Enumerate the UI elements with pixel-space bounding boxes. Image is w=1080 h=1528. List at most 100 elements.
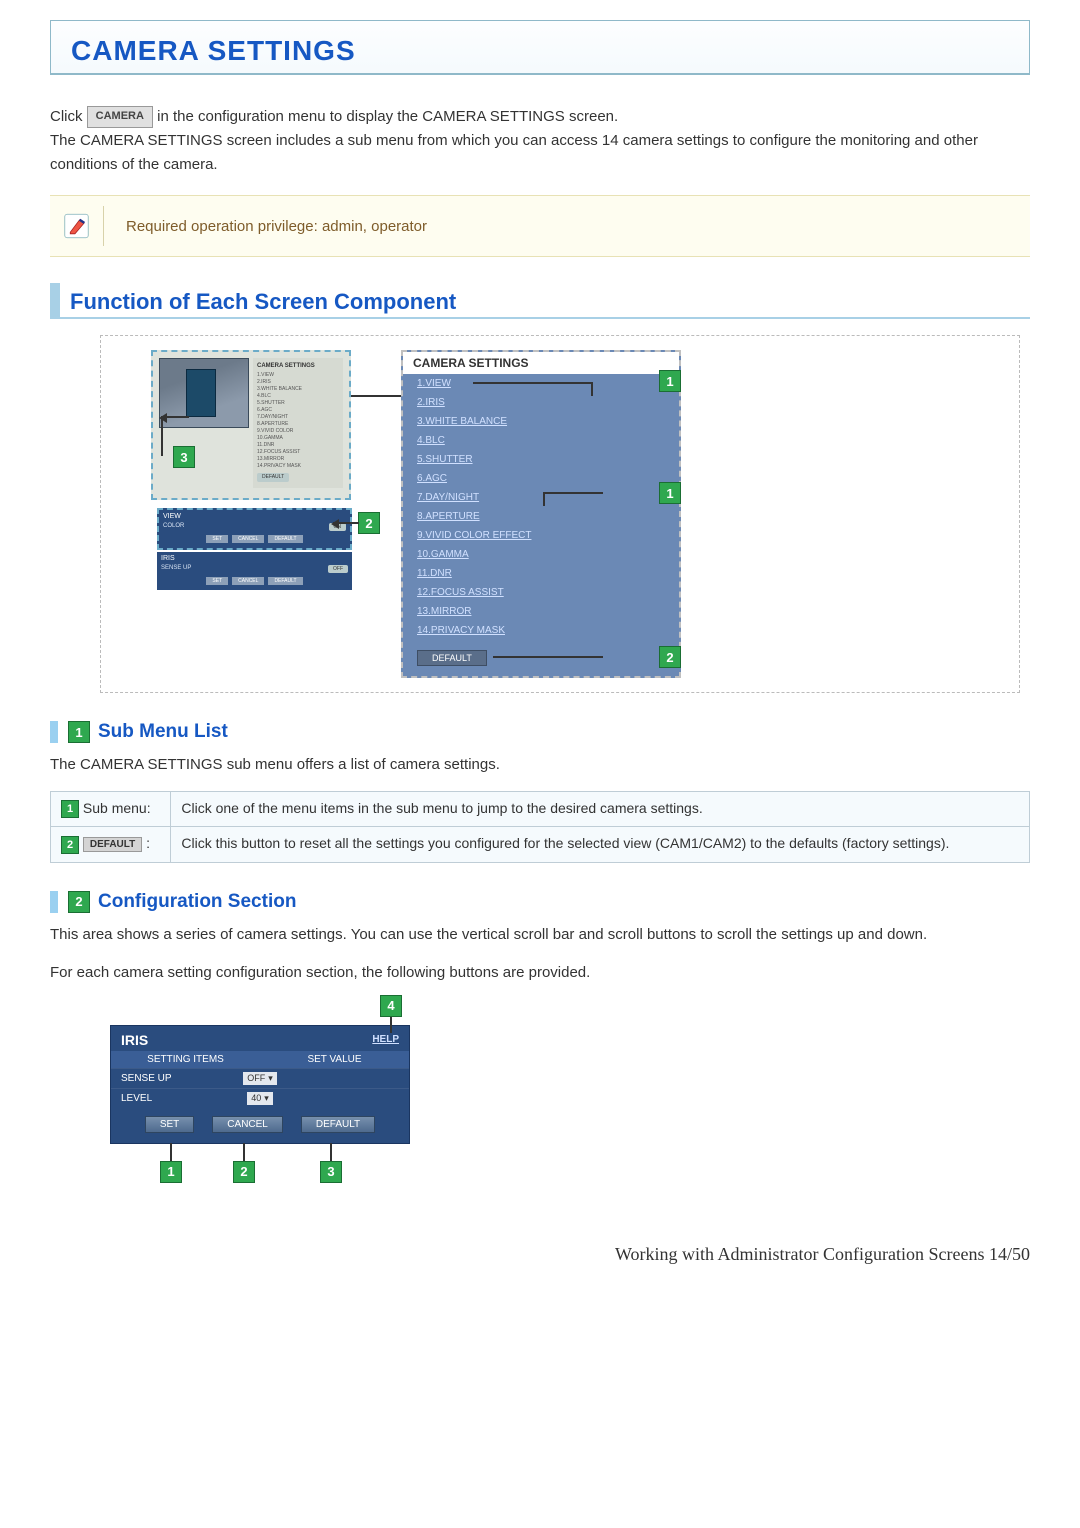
submenu-link[interactable]: 11.DNR — [403, 564, 679, 583]
line-1a-v — [591, 382, 593, 396]
mini-item: 5.SHUTTER — [257, 400, 339, 407]
default-chip[interactable]: DEFAULT — [83, 837, 142, 852]
iris-row: LEVEL 40 ▾ — [111, 1088, 409, 1108]
callout-b3: 3 — [320, 1161, 342, 1183]
mini-item: 9.VIVID COLOR — [257, 428, 339, 435]
iris-col1: SETTING ITEMS — [111, 1054, 260, 1065]
line-2b-h — [493, 656, 603, 658]
iris-panel: IRIS HELP SETTING ITEMS SET VALUE SENSE … — [110, 1025, 410, 1144]
iris-title-bar: IRIS HELP — [111, 1026, 409, 1051]
arrow-two — [333, 522, 359, 524]
shot-buttons: SET CANCEL DEFAULT — [163, 535, 346, 543]
mini-item: 13.MIRROR — [257, 456, 339, 463]
iris-cancel-button[interactable]: CANCEL — [212, 1116, 283, 1133]
submenu-link[interactable]: 3.WHITE BALANCE — [403, 412, 679, 431]
iris-select-senseup[interactable]: OFF ▾ — [243, 1072, 277, 1085]
mini-cancel-button: CANCEL — [232, 577, 264, 585]
submenu-link[interactable]: 5.SHUTTER — [403, 450, 679, 469]
badge-1: 1 — [68, 721, 90, 743]
mini-item: 7.DAY/NIGHT — [257, 414, 339, 421]
submenu-link[interactable]: 8.APERTURE — [403, 507, 679, 526]
row-label-text: Sub menu: — [83, 800, 151, 816]
row-label-suffix: : — [142, 835, 150, 851]
line-1b-v — [543, 492, 545, 506]
note-icon — [64, 206, 104, 246]
mini-default-button: DEFAULT — [268, 535, 302, 543]
camera-chip[interactable]: CAMERA — [87, 106, 153, 128]
row-label: 1 Sub menu: — [51, 792, 171, 827]
sub-menu-list-header: 1 Sub Menu List — [50, 721, 1030, 743]
line-1b-h — [543, 492, 603, 494]
function-diagram: CAMERA SETTINGS 1.VIEW 2.IRIS 3.WHITE BA… — [100, 335, 1020, 693]
mini-item: 14.PRIVACY MASK — [257, 463, 339, 470]
submenu-link[interactable]: 4.BLC — [403, 431, 679, 450]
mini-item: 11.DNR — [257, 442, 339, 449]
section-function-title: Function of Each Screen Component — [70, 289, 1020, 315]
iris-default-button[interactable]: DEFAULT — [301, 1116, 375, 1133]
mini-default-button: DEFAULT — [268, 577, 302, 585]
mini-item: 4.BLC — [257, 393, 339, 400]
submenu-link[interactable]: 14.PRIVACY MASK — [403, 621, 679, 640]
diagram-shot-submenu: CAMERA SETTINGS 1.VIEW 2.IRIS 3.WHITE BA… — [151, 350, 351, 500]
badge-2: 2 — [68, 891, 90, 913]
mini-cancel-button: CANCEL — [232, 535, 264, 543]
row-desc: Click this button to reset all the setti… — [171, 827, 1030, 862]
shot-buttons: SET CANCEL DEFAULT — [161, 577, 348, 585]
submenu-link[interactable]: 9.VIVID COLOR EFFECT — [403, 526, 679, 545]
intro-pre: Click — [50, 108, 83, 125]
note-text: Required operation privilege: admin, ope… — [126, 218, 427, 235]
iris-help-link[interactable]: HELP — [372, 1034, 399, 1045]
iris-row: SENSE UP OFF ▾ — [111, 1068, 409, 1088]
iris-select-level[interactable]: 40 ▾ — [247, 1092, 273, 1105]
mini-set-button: SET — [206, 535, 228, 543]
shot-row: SENSE UPOFF — [161, 564, 348, 574]
submenu-link[interactable]: 13.MIRROR — [403, 602, 679, 621]
callout-b2: 2 — [233, 1161, 255, 1183]
callout-3: 3 — [173, 446, 195, 468]
sub-menu-list-title: Sub Menu List — [98, 721, 228, 743]
submenu-link[interactable]: 12.FOCUS ASSIST — [403, 583, 679, 602]
row-badge-2: 2 — [61, 836, 79, 854]
mini-item: 6.AGC — [257, 407, 339, 414]
line-b1 — [170, 1143, 172, 1161]
mini-item: 1.VIEW — [257, 372, 339, 379]
arrow-submenu — [351, 395, 407, 397]
mini-item: 2.IRIS — [257, 379, 339, 386]
submenu-link[interactable]: 10.GAMMA — [403, 545, 679, 564]
iris-header-row: SETTING ITEMS SET VALUE — [111, 1051, 409, 1068]
iris-row-label: SENSE UP — [121, 1073, 243, 1084]
section-function-header: Function of Each Screen Component — [50, 283, 1030, 319]
sub-menu-list-desc: The CAMERA SETTINGS sub menu offers a li… — [50, 753, 1030, 777]
chevron-down-icon: ▾ — [268, 1073, 273, 1084]
submenu-link[interactable]: 7.DAY/NIGHT — [403, 488, 679, 507]
line-b2 — [243, 1143, 245, 1161]
panel-default-button[interactable]: DEFAULT — [417, 650, 487, 666]
iris-title-text: IRIS — [121, 1032, 148, 1048]
mini-menu-panel: CAMERA SETTINGS 1.VIEW 2.IRIS 3.WHITE BA… — [253, 358, 343, 488]
submenu-link[interactable]: 2.IRIS — [403, 393, 679, 412]
line-1a-h — [473, 382, 593, 384]
mini-set-button: SET — [206, 577, 228, 585]
iris-set-button[interactable]: SET — [145, 1116, 194, 1133]
line-4 — [390, 1017, 392, 1033]
config-section-desc2: For each camera setting configuration se… — [50, 961, 1030, 985]
callout-1-mid: 1 — [659, 482, 681, 504]
chevron-down-icon: ▾ — [264, 1093, 269, 1104]
callout-2-bottom: 2 — [659, 646, 681, 668]
callout-1-top: 1 — [659, 370, 681, 392]
mini-item: 3.WHITE BALANCE — [257, 386, 339, 393]
diagram-shot-view: VIEW COLORON SET CANCEL DEFAULT — [157, 508, 352, 550]
intro-paragraph: Click CAMERA in the configuration menu t… — [50, 105, 1030, 177]
panel-header: CAMERA SETTINGS — [403, 352, 679, 374]
callout-4: 4 — [380, 995, 402, 1017]
submenu-link[interactable]: 6.AGC — [403, 469, 679, 488]
mini-menu-header: CAMERA SETTINGS — [257, 362, 339, 370]
row-badge-1: 1 — [61, 800, 79, 818]
privilege-note: Required operation privilege: admin, ope… — [50, 195, 1030, 257]
shot-view-title: VIEW — [163, 513, 346, 520]
row-desc: Click one of the menu items in the sub m… — [171, 792, 1030, 827]
connector-three — [161, 416, 163, 456]
page-title: CAMERA SETTINGS — [71, 35, 1009, 67]
shot-iris-title: IRIS — [161, 555, 348, 562]
iris-diagram: 4 IRIS HELP SETTING ITEMS SET VALUE SENS… — [110, 1025, 420, 1144]
